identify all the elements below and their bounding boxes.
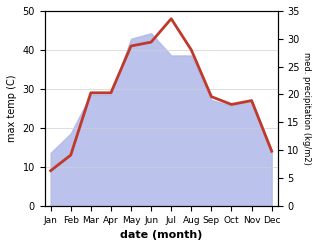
X-axis label: date (month): date (month)	[120, 230, 202, 240]
Y-axis label: med. precipitation (kg/m2): med. precipitation (kg/m2)	[302, 52, 311, 165]
Y-axis label: max temp (C): max temp (C)	[7, 75, 17, 142]
